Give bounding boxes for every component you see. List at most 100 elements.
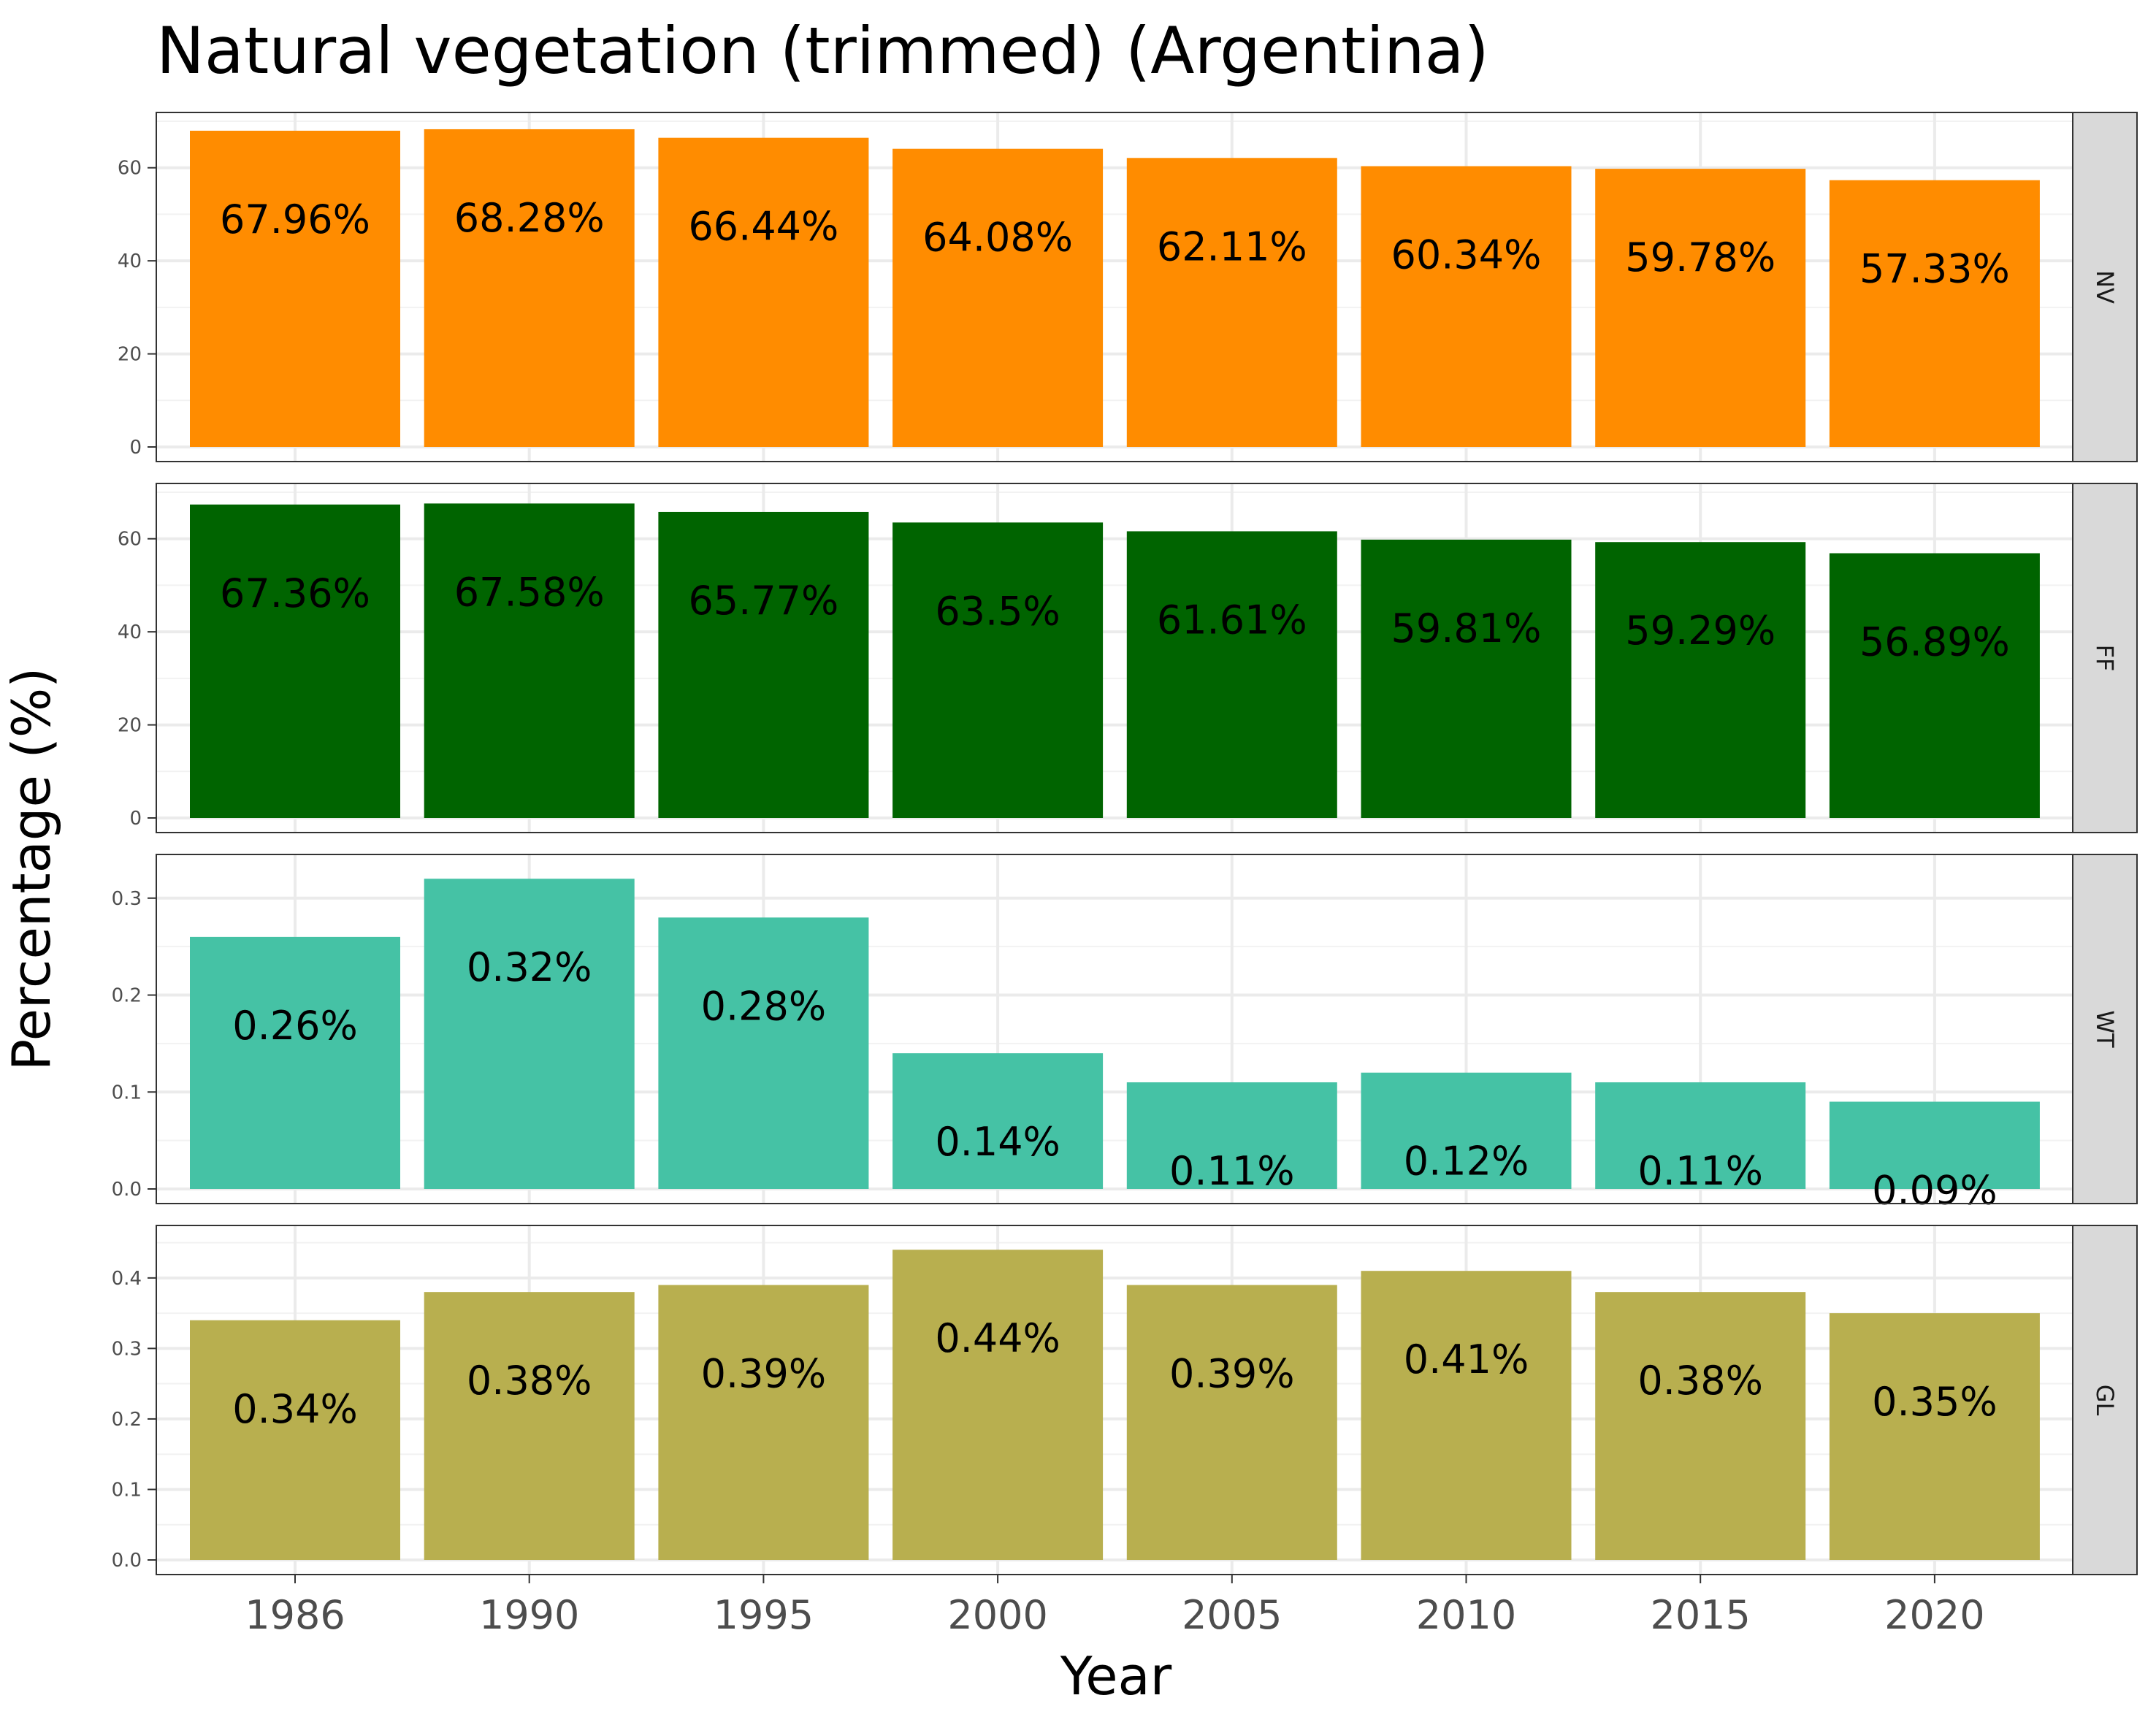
y-tick-label: 60 xyxy=(118,529,142,551)
bar-wt-1986 xyxy=(190,936,400,1189)
x-tick-label: 2010 xyxy=(1416,1592,1516,1638)
bar-gl-2010 xyxy=(1361,1271,1572,1560)
x-tick-label: 1986 xyxy=(245,1592,345,1638)
y-tick-label: 0.4 xyxy=(112,1268,142,1290)
bar-label: 0.12% xyxy=(1404,1139,1529,1185)
bar-nv-2005 xyxy=(1126,158,1337,447)
bar-label: 57.33% xyxy=(1859,246,2010,292)
bar-label: 59.78% xyxy=(1625,234,1775,280)
bar-nv-2020 xyxy=(1829,180,2040,447)
bar-ff-2000 xyxy=(892,522,1104,818)
facet-panels: 67.96% 68.28% 66.44% 64.08% 62.11% 60.34% 59.7… xyxy=(112,112,2138,1575)
facet-strip xyxy=(2072,483,2138,833)
facet-strip-label: NV xyxy=(2091,270,2119,304)
bar-label: 64.08% xyxy=(922,215,1073,261)
bar-label: 0.14% xyxy=(935,1119,1060,1165)
bar-label: 61.61% xyxy=(1157,597,1307,643)
bar-label: 0.32% xyxy=(467,944,592,990)
facet-strip-label: GL xyxy=(2091,1385,2119,1416)
x-axis-title: Year xyxy=(1060,1645,1172,1707)
bar-nv-1990 xyxy=(424,129,635,447)
y-tick-label: 20 xyxy=(118,715,142,737)
y-tick-label: 0.0 xyxy=(112,1550,142,1572)
bar-gl-1990 xyxy=(424,1292,635,1560)
x-axis-ticks: 1986 1990 1995 2000 2005 2010 2015 2020 xyxy=(245,1575,1985,1638)
bar-label: 67.58% xyxy=(454,569,605,615)
bar-label: 56.89% xyxy=(1859,619,2010,665)
bar-ff-2010 xyxy=(1361,539,1572,818)
bar-nv-1995 xyxy=(658,137,869,447)
bar-label: 0.39% xyxy=(1169,1351,1295,1397)
bar-gl-2005 xyxy=(1126,1285,1337,1560)
y-axis-title: Percentage (%) xyxy=(1,668,62,1071)
bar-label: 0.11% xyxy=(1169,1148,1295,1194)
bar-ff-2020 xyxy=(1829,553,2040,818)
bar-label: 0.44% xyxy=(935,1315,1060,1361)
bar-label: 65.77% xyxy=(688,578,838,624)
y-tick-label: 0 xyxy=(129,437,142,459)
bar-wt-2015 xyxy=(1595,1082,1806,1189)
y-tick-label: 0.1 xyxy=(112,1082,142,1104)
bar-ff-2005 xyxy=(1126,531,1337,818)
x-tick-label: 1995 xyxy=(714,1592,814,1638)
bar-label: 60.34% xyxy=(1391,232,1542,278)
y-tick-label: 20 xyxy=(118,344,142,366)
bar-wt-2020 xyxy=(1829,1101,2040,1189)
bar-label: 59.29% xyxy=(1625,608,1775,654)
facet-strip-label: WT xyxy=(2091,1010,2119,1048)
y-tick-label: 0 xyxy=(129,808,142,830)
bar-wt-1995 xyxy=(658,917,869,1189)
bar-label: 0.11% xyxy=(1637,1148,1763,1194)
bar-label: 0.38% xyxy=(467,1358,592,1404)
bar-nv-2000 xyxy=(892,148,1104,447)
bar-nv-2015 xyxy=(1595,169,1806,447)
y-tick-label: 60 xyxy=(118,158,142,180)
bar-ff-1990 xyxy=(424,503,635,818)
y-tick-label: 0.1 xyxy=(112,1479,142,1501)
bar-label: 63.5% xyxy=(935,588,1060,634)
bar-label: 62.11% xyxy=(1157,223,1307,269)
bar-label: 0.39% xyxy=(701,1351,827,1397)
bar-ff-1995 xyxy=(658,511,869,818)
bar-ff-2015 xyxy=(1595,542,1806,818)
y-tick-label: 0.3 xyxy=(112,1338,142,1360)
bar-label: 68.28% xyxy=(454,195,605,241)
y-tick-label: 0.3 xyxy=(112,888,142,910)
x-tick-label: 2020 xyxy=(1884,1592,1984,1638)
y-tick-label: 40 xyxy=(118,621,142,643)
bar-wt-2010 xyxy=(1361,1072,1572,1189)
y-tick-label: 40 xyxy=(118,250,142,272)
bar-label: 67.36% xyxy=(220,570,370,616)
bar-wt-1990 xyxy=(424,879,635,1189)
bar-gl-2000 xyxy=(892,1250,1104,1560)
bar-gl-2020 xyxy=(1829,1313,2040,1560)
bar-wt-2005 xyxy=(1126,1082,1337,1189)
facet-strip xyxy=(2072,112,2138,462)
bar-wt-2000 xyxy=(892,1053,1104,1189)
x-tick-label: 2005 xyxy=(1182,1592,1282,1638)
bar-label: 0.26% xyxy=(232,1003,358,1049)
bar-label: 0.38% xyxy=(1637,1358,1763,1404)
bar-nv-2010 xyxy=(1361,166,1572,447)
bar-label: 67.96% xyxy=(220,196,370,242)
facet-strip-label: FF xyxy=(2091,645,2119,672)
facet-strip xyxy=(2072,1225,2138,1575)
bar-label: 0.41% xyxy=(1404,1336,1529,1382)
facet-gl: 0.34% 0.38% 0.39% 0.44% 0.39% 0.41% 0.38% 0.35%… xyxy=(112,1225,2138,1575)
bar-label: 66.44% xyxy=(688,204,838,250)
facet-nv: 67.96% 68.28% 66.44% 64.08% 62.11% 60.34% 59.7… xyxy=(118,112,2138,462)
bar-label: 0.28% xyxy=(701,983,827,1029)
chart-title: Natural vegetation (trimmed) (Argentina) xyxy=(156,13,1489,88)
bar-nv-1986 xyxy=(190,130,400,447)
bar-gl-1995 xyxy=(658,1285,869,1560)
facet-strip xyxy=(2072,854,2138,1204)
bar-gl-1986 xyxy=(190,1320,400,1560)
bar-ff-1986 xyxy=(190,504,400,818)
y-tick-label: 0.2 xyxy=(112,985,142,1007)
x-tick-label: 1990 xyxy=(479,1592,579,1638)
y-tick-label: 0.2 xyxy=(112,1409,142,1431)
y-tick-label: 0.0 xyxy=(112,1179,142,1201)
bar-label: 0.09% xyxy=(1872,1168,1998,1214)
bar-label: 0.35% xyxy=(1872,1379,1998,1425)
